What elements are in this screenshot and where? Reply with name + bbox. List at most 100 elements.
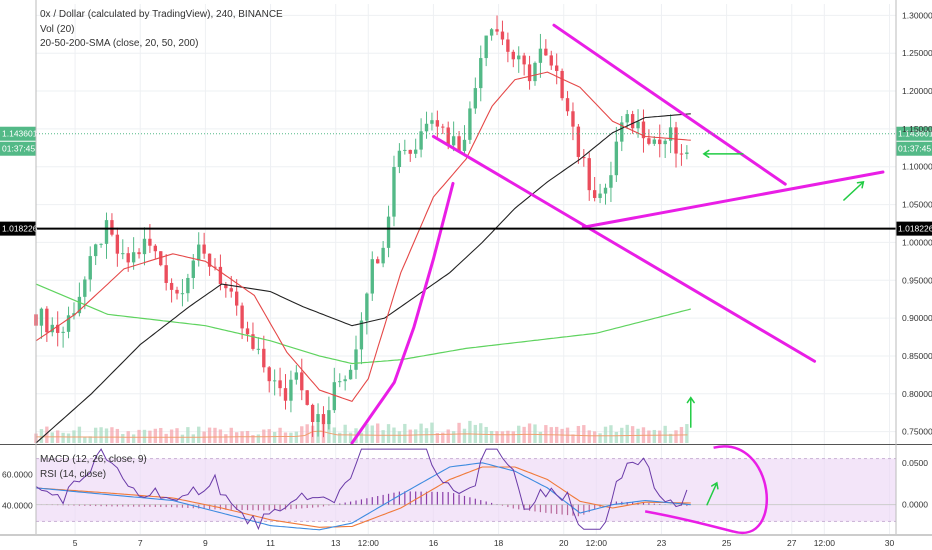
candle-body — [647, 138, 651, 144]
volume-bar — [668, 433, 673, 443]
volume-bar — [115, 428, 120, 443]
volume-bar — [663, 425, 667, 443]
volume-bar — [582, 425, 586, 443]
macd-histogram-bar — [469, 497, 471, 505]
candle-body — [164, 265, 168, 283]
macd-histogram-bar — [268, 504, 270, 511]
volume-bar — [213, 427, 217, 443]
macd-histogram-bar — [230, 504, 232, 510]
candle-body — [625, 114, 629, 123]
candle-body — [245, 328, 250, 335]
macd-histogram-bar — [203, 504, 205, 509]
volume-bar — [652, 429, 657, 443]
candle-body — [614, 141, 619, 176]
macd-histogram-bar — [111, 504, 113, 507]
candle-body — [316, 414, 320, 422]
price-left-label: 1.143601 — [2, 129, 38, 139]
time-tick-label: 16 — [429, 538, 439, 548]
volume-bar — [386, 424, 391, 443]
candle-body — [538, 48, 543, 63]
candle-body — [636, 121, 640, 129]
volume-bar — [489, 430, 494, 443]
macd-histogram-bar — [431, 491, 433, 505]
volume-bar — [419, 423, 423, 443]
time-tick-label: 23 — [657, 538, 667, 548]
volume-bar — [164, 433, 168, 443]
macd-histogram-bar — [306, 504, 308, 509]
macd-histogram-bar — [653, 503, 655, 505]
candle-body — [300, 372, 304, 391]
macd-histogram-bar — [62, 504, 64, 506]
macd-histogram-bar — [154, 504, 156, 507]
macd-histogram-bar — [474, 498, 476, 505]
macd-histogram-bar — [360, 499, 363, 505]
candle-body — [517, 55, 521, 60]
candle-body — [527, 64, 532, 82]
candle-body — [620, 122, 624, 142]
time-tick-label: 12:00 — [586, 538, 608, 548]
macd-histogram-bar — [290, 504, 292, 510]
price-tick-label: 1.250000 — [902, 48, 932, 58]
candle-body — [403, 149, 407, 151]
volume-bar — [186, 427, 190, 443]
volume-bar — [506, 430, 510, 443]
candle-body — [256, 348, 261, 350]
volume-bar — [630, 426, 635, 443]
candle-body — [435, 120, 440, 127]
macd-histogram-bar — [366, 498, 368, 505]
candle-body — [202, 244, 206, 254]
volume-bar — [424, 428, 429, 443]
candle-body — [446, 127, 450, 146]
macd-histogram-bar — [328, 504, 330, 506]
candle-body — [533, 62, 537, 82]
candle-body — [327, 410, 331, 425]
volume-bar — [218, 429, 223, 443]
symbol-name: 0x / Dollar (calculated by TradingView) — [40, 9, 211, 20]
volume-bar — [511, 431, 515, 443]
macd-histogram-bar — [89, 504, 91, 506]
sma-20-line — [35, 71, 691, 403]
candle-body — [679, 153, 684, 155]
volume-bar — [300, 426, 304, 443]
volume-bar — [587, 430, 591, 443]
volume-bar — [592, 431, 597, 443]
macd-histogram-bar — [583, 504, 585, 515]
time-tick-label: 12:00 — [814, 538, 836, 548]
volume-bar — [294, 431, 299, 443]
candle-body — [592, 190, 597, 198]
candle-body — [408, 149, 412, 154]
volume-bar — [224, 434, 228, 443]
candle-body — [294, 372, 299, 380]
macd-histogram-bar — [339, 503, 341, 505]
volume-bar — [533, 424, 537, 443]
candle-body — [131, 252, 136, 263]
volume-bar — [305, 424, 309, 443]
macd-histogram-bar — [447, 492, 449, 505]
drawings — [350, 23, 885, 535]
volume-bar — [397, 431, 402, 443]
volume-bar — [66, 433, 71, 443]
candle-body — [338, 381, 342, 383]
volume-bar — [479, 423, 483, 443]
volume-bar — [88, 436, 92, 443]
macd-histogram-bar — [160, 504, 162, 508]
candle-body — [658, 139, 662, 145]
volume-bar — [110, 427, 114, 443]
candle-body — [348, 369, 353, 380]
candle-body — [148, 238, 152, 246]
macd-histogram-bar — [149, 504, 151, 507]
macd-histogram-bar — [404, 491, 406, 505]
macd-histogram-bar — [377, 496, 379, 505]
macd-histogram-bar — [436, 491, 438, 505]
candle-body — [289, 379, 293, 401]
macd-histogram-bar — [344, 502, 346, 505]
candle-body — [45, 308, 49, 333]
volume-bar — [175, 428, 179, 443]
drawn-curve — [350, 181, 455, 445]
macd-histogram-bar — [415, 491, 417, 505]
volume-bar — [39, 429, 44, 443]
candle-body — [110, 220, 114, 235]
candle-body — [495, 29, 499, 32]
